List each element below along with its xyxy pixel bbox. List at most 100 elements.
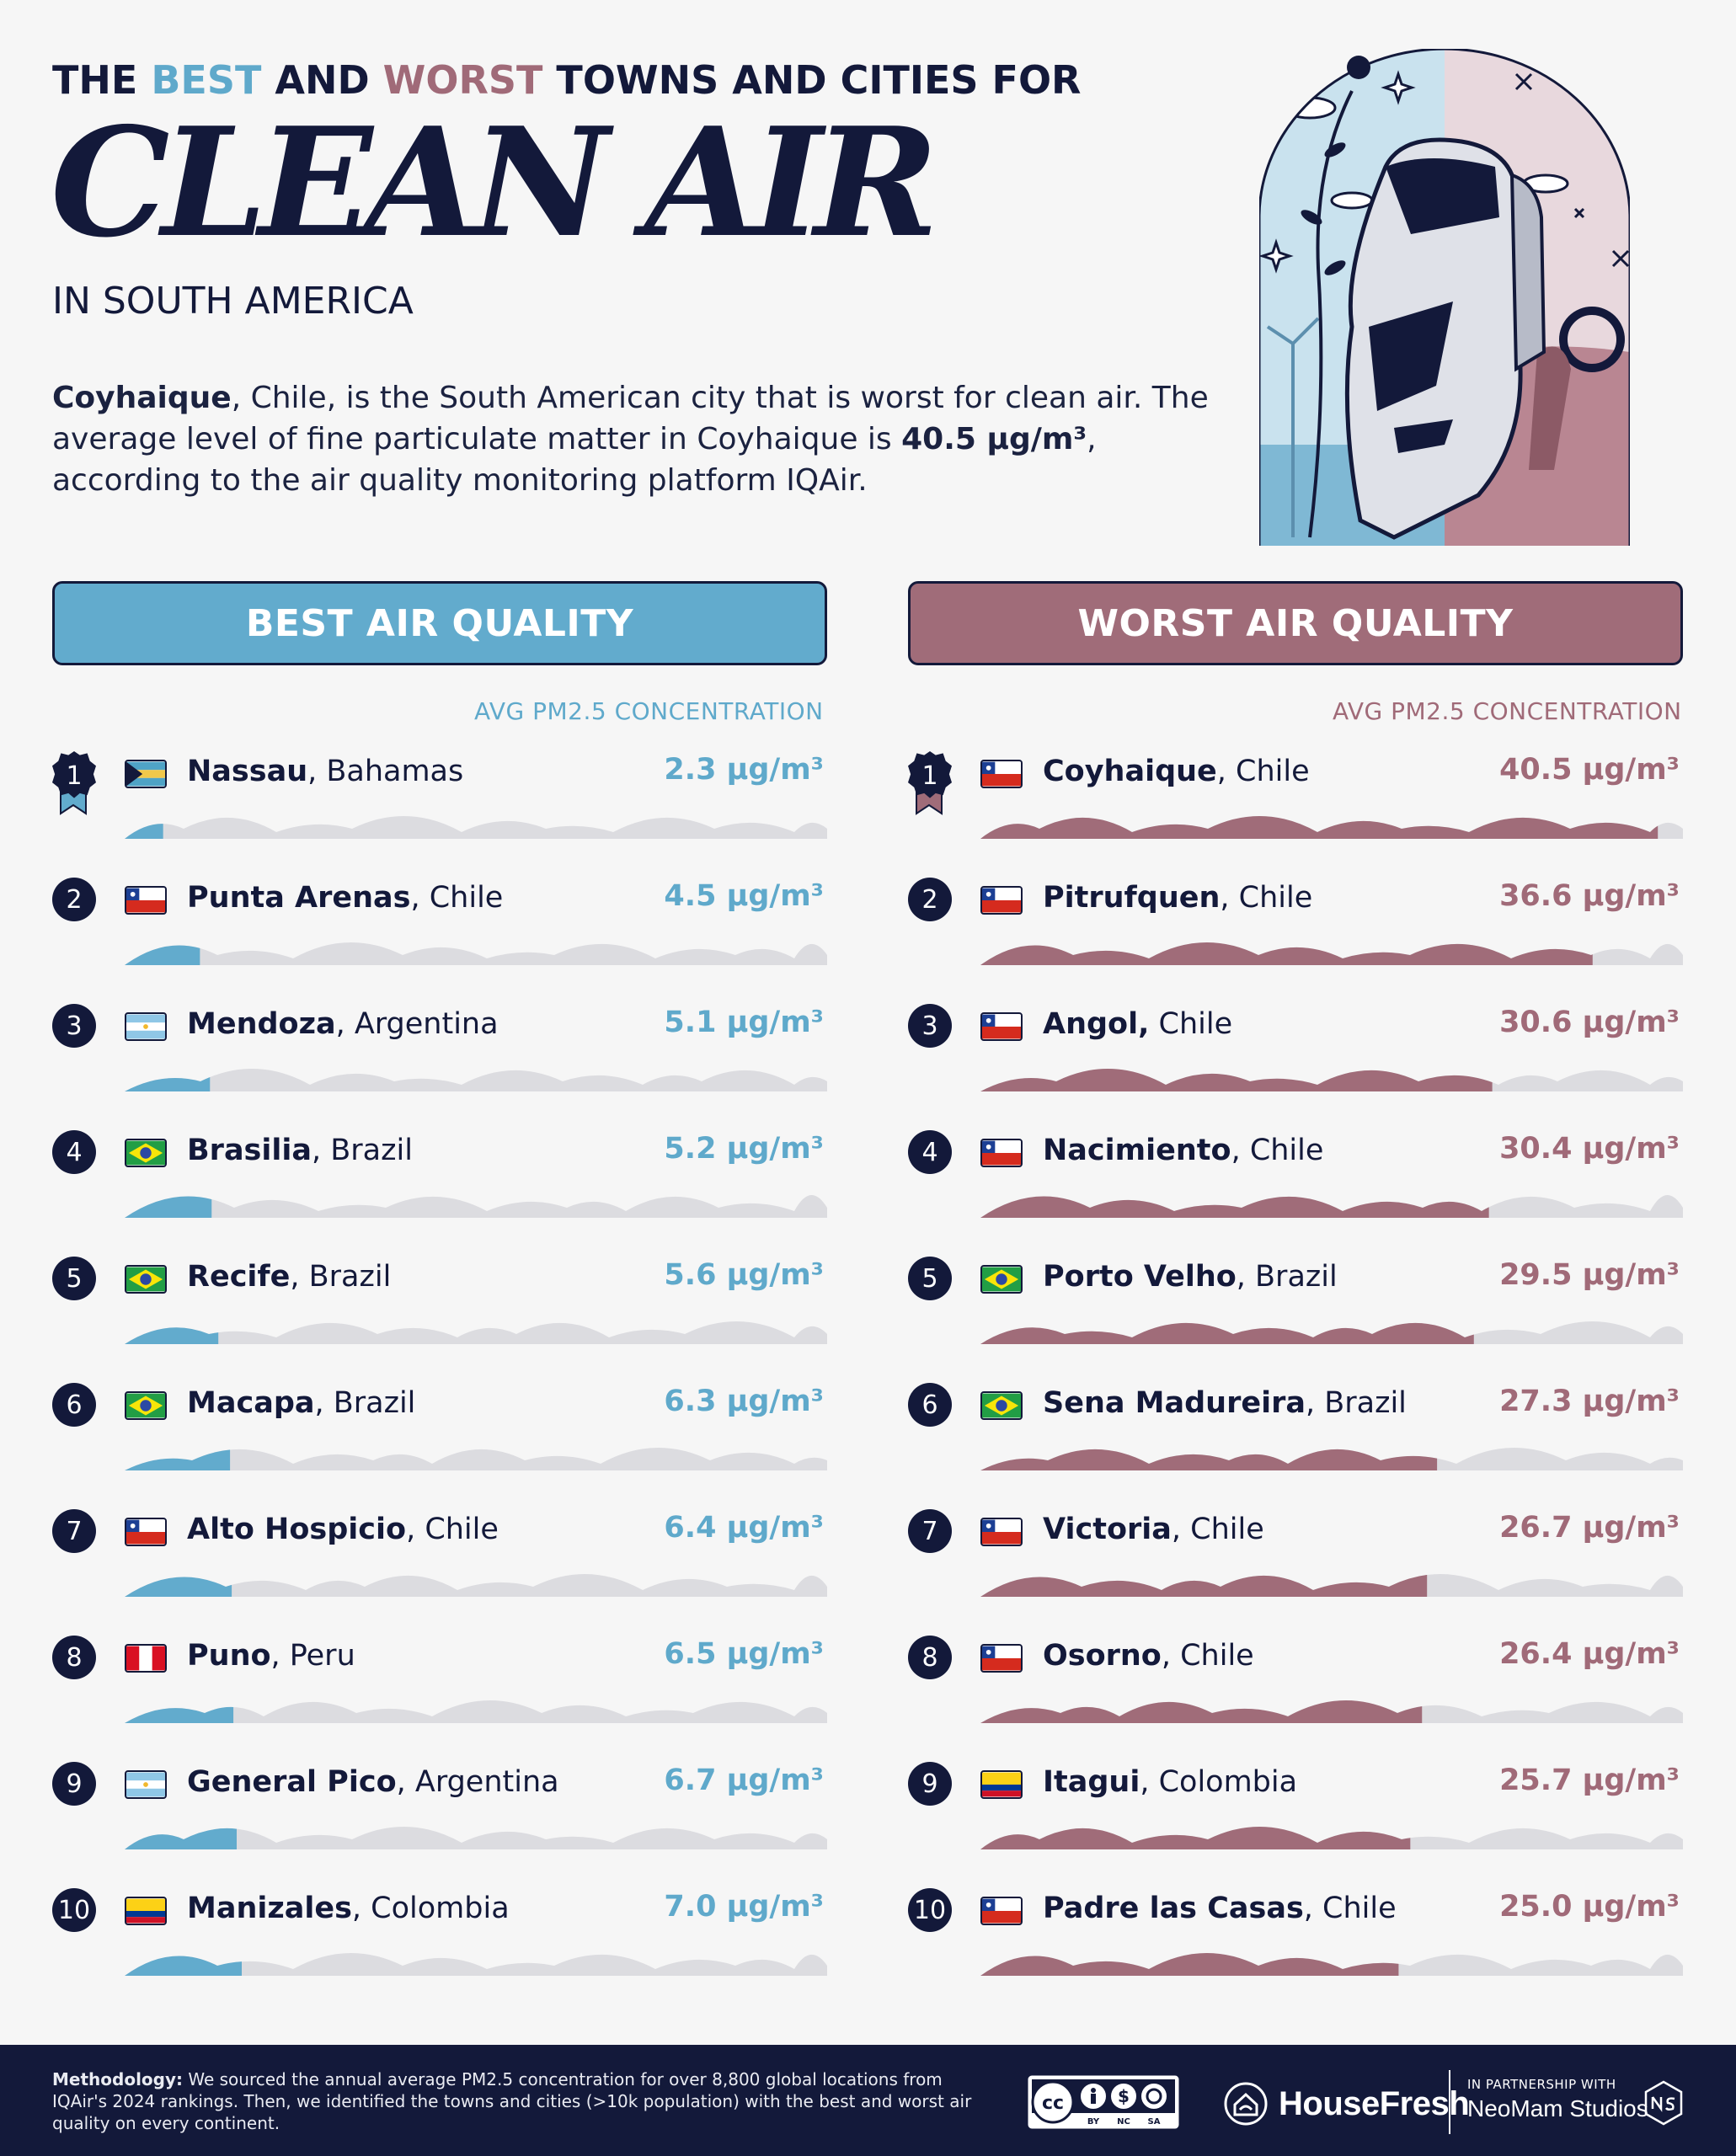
value-label: 26.4 μg/m³ <box>1499 1637 1680 1671</box>
bar-chart-mark <box>125 1447 827 1470</box>
best-row-9: 9 General Pico, Argentina 6.7 μg/m³ <box>52 1758 827 1851</box>
bar-track <box>125 1068 827 1091</box>
bar-chart-mark <box>125 1700 827 1723</box>
country: , Chile <box>1231 1134 1324 1167</box>
bar-chart-mark <box>980 1194 1683 1218</box>
bar-track <box>125 815 827 839</box>
bar-chart-mark <box>125 1573 827 1597</box>
city: Osorno <box>1043 1639 1162 1673</box>
bar-chart-mark <box>980 1826 1683 1849</box>
bar-chart-mark <box>125 1068 827 1091</box>
rank-badge: 9 <box>52 1762 96 1806</box>
rank-badge: 7 <box>52 1509 96 1553</box>
city-name: Punta Arenas, Chile <box>187 881 503 915</box>
value-label: 5.6 μg/m³ <box>664 1258 824 1292</box>
value-label: 6.3 μg/m³ <box>664 1385 824 1418</box>
neomam-icon <box>1644 2080 1683 2126</box>
city: Recife <box>187 1260 291 1294</box>
rank-badge: 8 <box>52 1636 96 1679</box>
worst-row-6: 6 Sena Madureira, Brazil 27.3 μg/m³ <box>908 1380 1683 1472</box>
intro-city: Coyhaique <box>52 381 232 415</box>
housefresh-logo: HouseFresh <box>1223 2079 1470 2129</box>
creative-commons-icon: cc $ BY NC SA <box>1028 2075 1179 2129</box>
flag-brazil-icon <box>125 1265 167 1294</box>
country: , Chile <box>1303 1892 1397 1925</box>
svg-text:$: $ <box>1118 2086 1130 2106</box>
best-row-2: 2 Punta Arenas, Chile 4.5 μg/m³ <box>52 874 827 967</box>
country: , Argentina <box>335 1007 499 1041</box>
bar-fill <box>125 1076 211 1091</box>
intro-text-1: , Chile, is the South American city that… <box>52 381 1209 456</box>
worst-row-10: 10 Padre las Casas, Chile 25.0 μg/m³ <box>908 1885 1683 1977</box>
city-name: Coyhaique, Chile <box>1043 755 1310 788</box>
city: Sena Madureira <box>1043 1386 1306 1420</box>
flag-argentina-icon <box>125 1012 167 1041</box>
city-name: Nacimiento, Chile <box>1043 1134 1323 1167</box>
flag-brazil-icon <box>980 1265 1023 1294</box>
worst-column-label: AVG PM2.5 CONCENTRATION <box>1333 697 1682 725</box>
flag-chile-icon <box>125 1518 167 1546</box>
bar-track <box>125 1573 827 1597</box>
country: , Chile <box>406 1513 499 1546</box>
bar-chart-mark <box>980 1573 1683 1597</box>
best-row-8: 8 Puno, Peru 6.5 μg/m³ <box>52 1632 827 1725</box>
city: Itagui <box>1043 1765 1140 1799</box>
best-row-4: 4 Brasilia, Brazil 5.2 μg/m³ <box>52 1127 827 1219</box>
bar-track <box>125 1952 827 1976</box>
worst-row-9: 9 Itagui, Colombia 25.7 μg/m³ <box>908 1758 1683 1851</box>
rank-badge: 6 <box>52 1383 96 1427</box>
flag-bahamas-icon <box>125 760 167 788</box>
value-label: 6.5 μg/m³ <box>664 1637 824 1671</box>
rank-badge: 2 <box>52 878 96 921</box>
city: Nacimiento <box>1043 1134 1231 1167</box>
rank-badge: 9 <box>908 1762 952 1806</box>
city-name: Victoria, Chile <box>1043 1513 1264 1546</box>
flag-chile-icon <box>980 1644 1023 1673</box>
cc-by: BY <box>1087 2117 1100 2127</box>
rank-badge: 1 <box>908 751 952 798</box>
city: Mendoza <box>187 1007 336 1041</box>
bar-fill <box>980 1700 1423 1723</box>
city: Brasilia <box>187 1134 312 1167</box>
title-post: TOWNS AND CITIES FOR <box>542 57 1082 103</box>
value-label: 26.7 μg/m³ <box>1499 1511 1680 1545</box>
bar-fill <box>125 824 163 839</box>
bar-chart-mark <box>125 1321 827 1344</box>
flag-brazil-icon <box>980 1391 1023 1420</box>
city: Coyhaique <box>1043 755 1217 788</box>
rank-badge: 10 <box>52 1888 96 1932</box>
city-name: Alto Hospicio, Chile <box>187 1513 499 1546</box>
country: , Brazil <box>290 1260 392 1294</box>
intro-value: 40.5 μg/m³ <box>901 422 1087 456</box>
flag-brazil-icon <box>125 1391 167 1420</box>
city: Angol, <box>1043 1007 1150 1041</box>
best-panel-header: BEST AIR QUALITY <box>52 581 827 665</box>
value-label: 25.0 μg/m³ <box>1499 1890 1680 1924</box>
bar-fill <box>125 1956 242 1976</box>
city: Macapa <box>187 1386 315 1420</box>
flag-chile-icon <box>980 1139 1023 1167</box>
bar-chart-mark <box>980 815 1683 839</box>
housefresh-icon <box>1224 2082 1268 2126</box>
bar-fill <box>125 1449 231 1470</box>
city-name: Porto Velho, Brazil <box>1043 1260 1338 1294</box>
bar-fill <box>125 1196 212 1218</box>
methodology: Methodology: We sourced the annual avera… <box>52 2068 996 2134</box>
bar-chart-mark <box>980 942 1683 965</box>
bar-fill <box>980 1069 1493 1091</box>
best-row-3: 3 Mendoza, Argentina 5.1 μg/m³ <box>52 1001 827 1093</box>
city: Victoria <box>1043 1513 1172 1546</box>
bar-chart-mark <box>980 1447 1683 1470</box>
bar-fill <box>980 1575 1428 1597</box>
city-name: Itagui, Colombia <box>1043 1765 1297 1799</box>
rank-badge: 4 <box>52 1130 96 1174</box>
moai-illustration <box>1259 49 1630 546</box>
worst-row-5: 5 Porto Velho, Brazil 29.5 μg/m³ <box>908 1253 1683 1346</box>
worst-row-8: 8 Osorno, Chile 26.4 μg/m³ <box>908 1632 1683 1725</box>
bar-fill <box>980 1449 1438 1470</box>
rank-badge: 4 <box>908 1130 952 1174</box>
rank-badge: 3 <box>52 1004 96 1048</box>
intro-text-2: , according to the air quality monitorin… <box>52 422 1097 498</box>
flag-chile-icon <box>980 1518 1023 1546</box>
value-label: 4.5 μg/m³ <box>664 879 824 913</box>
